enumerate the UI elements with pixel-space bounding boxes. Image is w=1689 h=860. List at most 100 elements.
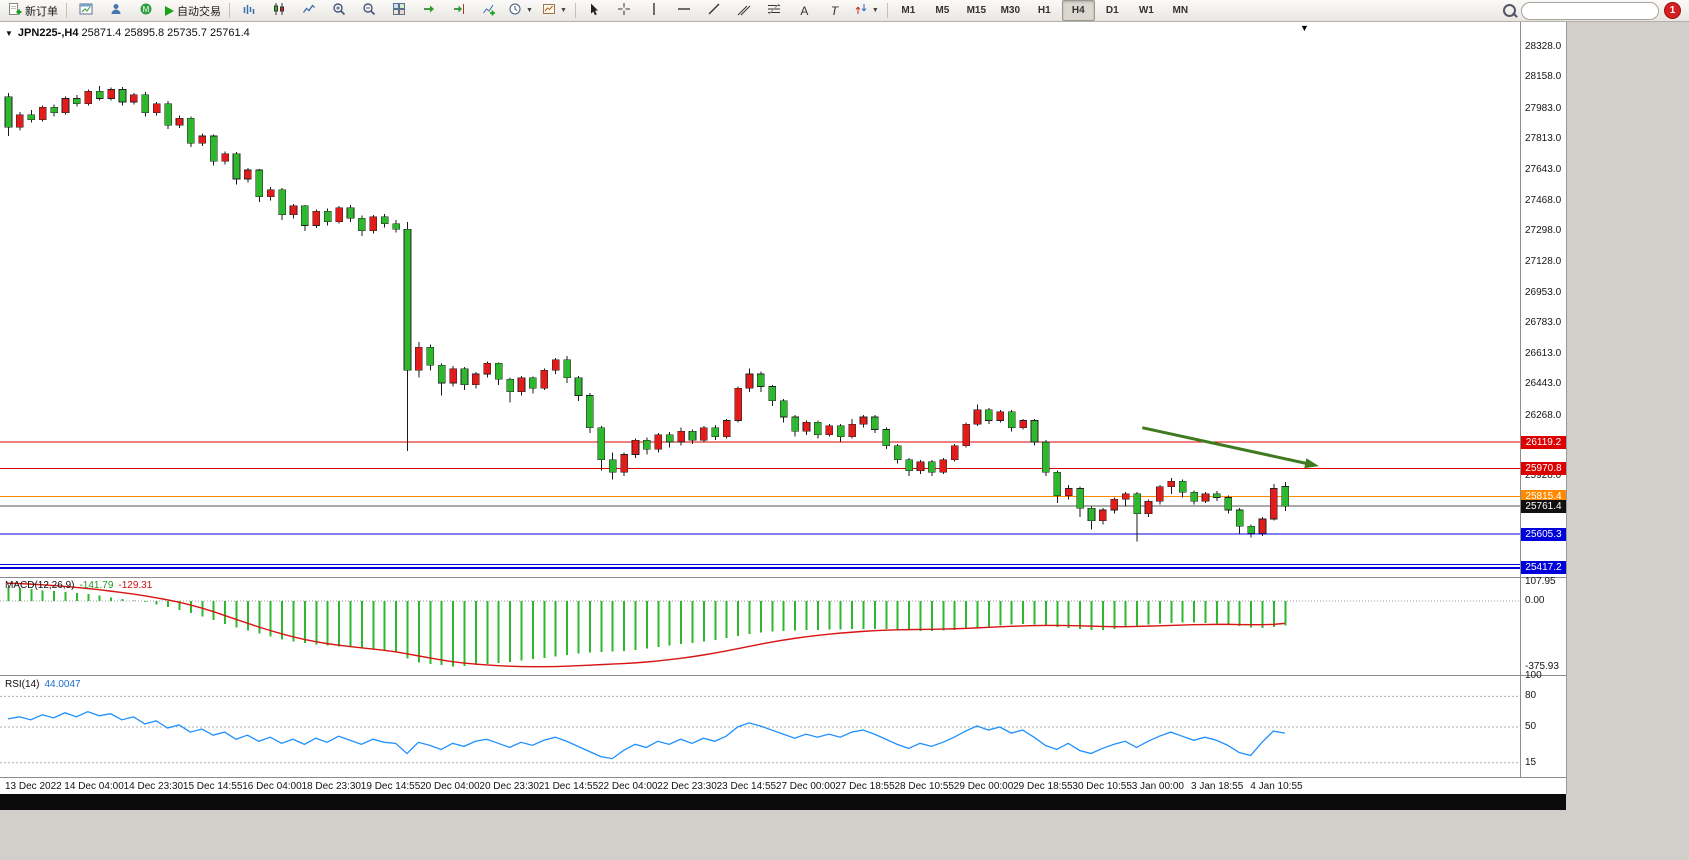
tile-windows-icon (392, 2, 406, 19)
time-tick: 28 Dec 10:55 (894, 781, 955, 792)
chart-shift-button[interactable] (444, 0, 473, 21)
bar-chart-button[interactable] (234, 0, 263, 21)
indicators-icon (482, 2, 496, 19)
timeframe-button-M1[interactable]: M1 (901, 5, 916, 16)
price-tick: 27468.0 (1525, 195, 1562, 206)
channel-icon (737, 2, 751, 19)
tile-windows-button[interactable] (384, 0, 413, 21)
chart-title: ▼ JPN225-,H4 25871.4 25895.8 25735.7 2576… (5, 27, 250, 39)
candles-layer (4, 85, 1290, 542)
vertical-line-tool-button[interactable] (640, 0, 669, 21)
toolbar-separator (886, 3, 888, 18)
time-tick: 27 Dec 00:00 (775, 781, 836, 792)
rsi-tick: 100 (1525, 670, 1542, 681)
price-axis[interactable]: 28328.0 28158.0 27983.0 27813.0 27643.0 27468… (1521, 22, 1566, 778)
trend-arrow[interactable] (1141, 426, 1319, 469)
bottom-bar (0, 794, 1566, 810)
time-tick: 19 Dec 14:55 (360, 781, 421, 792)
time-tick: 16 Dec 04:00 (242, 781, 302, 792)
one-click-trading-arrow[interactable]: ▼ (5, 29, 13, 38)
price-tick: 28328.0 (1525, 41, 1562, 52)
macd-histogram-layer (7, 587, 1287, 667)
time-tick: 23 Dec 14:55 (716, 781, 777, 792)
chart-body: ▼ JPN225-,H4 25871.4 25895.8 25735.7 2576… (0, 22, 1566, 794)
new-order-icon (8, 2, 22, 19)
macd-label: MACD(12,26,9) -141.79 -129.31 (5, 580, 153, 591)
indicators-button[interactable] (474, 0, 503, 21)
toolbar-separator (66, 3, 67, 18)
main-toolbar: 新订单 M 自动交易 ▼ ▼ A T ▼ M1 M5 M15 M30 H1 H (0, 0, 1689, 22)
bar-chart-icon (242, 2, 256, 19)
price-tick: 26268.0 (1525, 410, 1562, 421)
macd-panel[interactable] (0, 578, 1520, 676)
arrows-tool-button[interactable]: ▼ (850, 0, 883, 21)
autotrading-button[interactable]: 自动交易 (161, 0, 225, 21)
timeframe-button-MN[interactable]: MN (1172, 5, 1189, 16)
new-order-button[interactable]: 新订单 (4, 0, 62, 21)
price-tick: 25928.0 (1525, 470, 1562, 481)
trendline-icon (707, 2, 721, 19)
crosshair-tool-button[interactable] (610, 0, 639, 21)
label-icon: T (830, 3, 839, 18)
time-tick: 3 Jan 00:00 (1131, 781, 1184, 792)
line-chart-button[interactable] (294, 0, 323, 21)
label-tool-button[interactable]: T (820, 0, 849, 21)
horizontal-line-tool-button[interactable] (670, 0, 699, 21)
time-tick: 22 Dec 23:30 (657, 781, 717, 792)
panel-separator (0, 777, 1566, 778)
price-level-tag: 26119.2 (1521, 436, 1566, 449)
trendline-tool-button[interactable] (700, 0, 729, 21)
price-level-tag: 25417.2 (1521, 561, 1566, 574)
candlestick-chart-button[interactable] (264, 0, 293, 21)
chart-shift-icon (452, 2, 466, 19)
text-icon: A (800, 3, 809, 18)
auto-scroll-icon (422, 2, 436, 19)
timeframe-button-D1[interactable]: D1 (1105, 5, 1119, 16)
horizontal-line-icon (677, 2, 691, 19)
cursor-tool-button[interactable] (580, 0, 609, 21)
price-tick: 26783.0 (1525, 317, 1562, 328)
template-icon (542, 2, 556, 19)
channel-tool-button[interactable] (730, 0, 759, 21)
zoom-out-button[interactable] (354, 0, 383, 21)
rsi-panel[interactable] (0, 676, 1520, 778)
auto-scroll-button[interactable] (414, 0, 443, 21)
chevron-down-icon: ▼ (559, 7, 567, 14)
time-tick: 21 Dec 14:55 (538, 781, 599, 792)
chart-ohlc: 25871.4 25895.8 25735.7 25761.4 (81, 27, 250, 39)
periods-button[interactable]: ▼ (504, 0, 537, 21)
rsi-levels-layer (0, 695, 1520, 764)
rsi-label: RSI(14) 44.0047 (5, 679, 81, 690)
time-tick: 4 Jan 10:55 (1250, 781, 1303, 792)
autotrading-label: 自动交易 (177, 5, 221, 18)
svg-text:M: M (142, 5, 149, 14)
timeframe-button-H1[interactable]: H1 (1037, 5, 1051, 16)
search-input[interactable] (1521, 1, 1659, 20)
zoom-in-icon (332, 2, 346, 19)
zoom-in-button[interactable] (324, 0, 353, 21)
time-tick: 27 Dec 18:55 (835, 781, 895, 792)
timeframe-button-M5[interactable]: M5 (935, 5, 950, 16)
panel-separator[interactable] (0, 577, 1566, 578)
timeframe-button-M15[interactable]: M15 (966, 5, 987, 16)
main-price-chart[interactable] (0, 26, 1520, 578)
timeframe-button-W1[interactable]: W1 (1138, 5, 1154, 16)
chart-window[interactable]: ▼ JPN225-,H4 25871.4 25895.8 25735.7 2576… (0, 22, 1567, 794)
rsi-tick: 80 (1525, 690, 1537, 701)
text-tool-button[interactable]: A (790, 0, 819, 21)
templates-button[interactable]: ▼ (538, 0, 571, 21)
notification-badge[interactable]: 1 (1664, 2, 1681, 19)
time-axis[interactable]: 13 Dec 2022 14 Dec 04:00 14 Dec 23:30 15 De… (0, 778, 1566, 794)
timeframe-button-M30[interactable]: M30 (1000, 5, 1021, 16)
chevron-down-icon: ▼ (871, 7, 879, 14)
community-button[interactable]: M (131, 0, 160, 21)
new-chart-button[interactable] (71, 0, 100, 21)
chart-marker-icon: ▼ (1300, 23, 1309, 33)
timeframe-button-H4[interactable]: H4 (1061, 0, 1095, 21)
profiles-button[interactable] (101, 0, 130, 21)
panel-separator[interactable] (0, 675, 1566, 676)
fibonacci-tool-button[interactable] (760, 0, 789, 21)
price-level-tag: 25970.8 (1521, 462, 1566, 475)
time-tick: 15 Dec 14:55 (182, 781, 243, 792)
